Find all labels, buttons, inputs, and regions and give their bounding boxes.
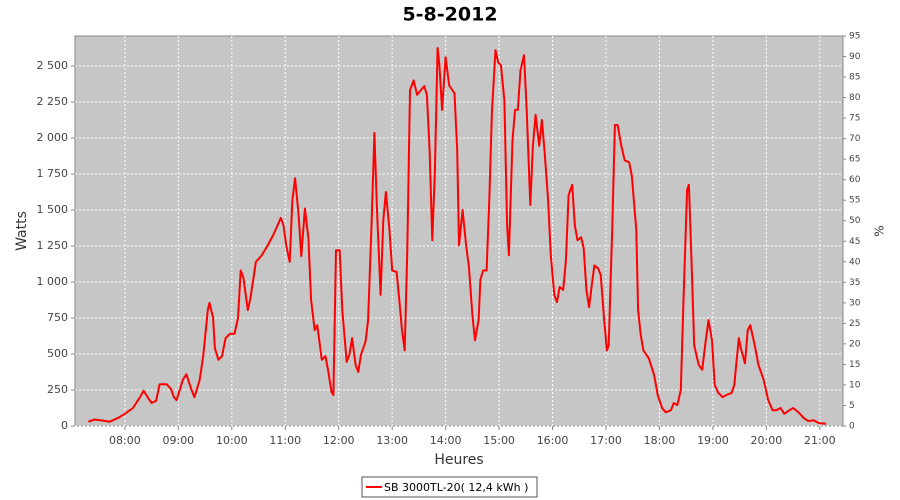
- y2-tick-label: 75: [849, 114, 860, 124]
- y2-tick-label: 70: [849, 134, 861, 144]
- x-tick-label: 17:00: [590, 434, 622, 447]
- y-tick-label: 1 750: [37, 167, 69, 180]
- x-tick-label: 08:00: [109, 434, 141, 447]
- y2-tick-label: 40: [849, 257, 861, 267]
- chart-title: 5-8-2012: [402, 4, 497, 26]
- y-tick-label: 1 250: [37, 239, 69, 252]
- x-tick-label: 15:00: [483, 434, 515, 447]
- y2-tick-label: 55: [849, 196, 860, 206]
- x-tick-label: 09:00: [162, 434, 194, 447]
- y2-tick-label: 60: [849, 175, 861, 185]
- y-tick-label: 2 500: [37, 59, 69, 72]
- y2-tick-label: 0: [849, 422, 855, 432]
- x-tick-label: 19:00: [697, 434, 729, 447]
- y2-tick-label: 65: [849, 155, 860, 165]
- y-tick-label: 250: [47, 383, 68, 396]
- y2-tick-label: 50: [849, 216, 861, 226]
- y2-tick-label: 45: [849, 237, 860, 247]
- x-tick-label: 10:00: [216, 434, 248, 447]
- y2-tick-label: 35: [849, 278, 860, 288]
- y-tick-label: 1 500: [37, 203, 69, 216]
- x-tick-label: 14:00: [430, 434, 462, 447]
- y2-axis-label: %: [873, 225, 887, 236]
- y-tick-label: 2 000: [37, 131, 69, 144]
- y2-tick-label: 90: [849, 52, 861, 62]
- y2-tick-label: 10: [849, 380, 861, 390]
- x-tick-label: 16:00: [537, 434, 569, 447]
- y2-tick-label: 25: [849, 319, 860, 329]
- y-tick-label: 500: [47, 347, 68, 360]
- y2-tick-label: 80: [849, 93, 861, 103]
- y-tick-label: 2 250: [37, 95, 69, 108]
- line-series: [88, 47, 827, 425]
- y2-tick-label: 85: [849, 73, 860, 83]
- x-axis-label: Heures: [434, 452, 483, 468]
- x-tick-label: 13:00: [376, 434, 408, 447]
- y2-tick-label: 5: [849, 401, 855, 411]
- x-tick-label: 11:00: [269, 434, 301, 447]
- y2-tick-label: 15: [849, 360, 860, 370]
- y2-tick-label: 30: [849, 298, 861, 308]
- y-tick-label: 750: [47, 311, 68, 324]
- y-tick-label: 1 000: [37, 275, 69, 288]
- x-tick-label: 21:00: [804, 434, 836, 447]
- legend: [361, 476, 538, 498]
- y2-tick-label: 20: [849, 339, 861, 349]
- y-tick-label: 0: [61, 419, 68, 432]
- x-tick-label: 20:00: [751, 434, 783, 447]
- y-axis-label: Watts: [14, 211, 30, 251]
- y2-tick-label: 95: [849, 32, 860, 42]
- legend-label: SB 3000TL-20( 12,4 kWh ): [384, 481, 528, 494]
- x-tick-label: 12:00: [323, 434, 355, 447]
- x-tick-label: 18:00: [644, 434, 676, 447]
